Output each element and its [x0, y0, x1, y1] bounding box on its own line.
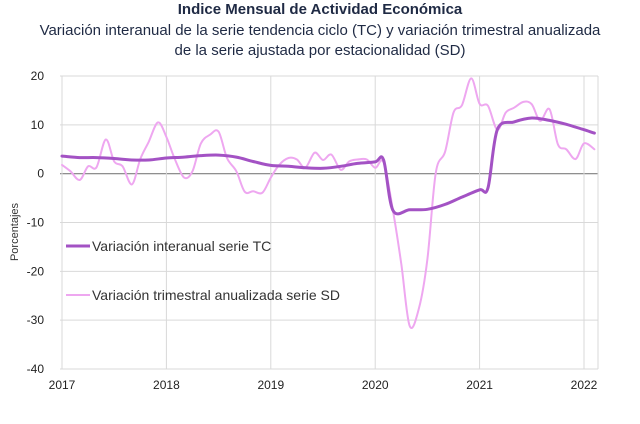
series-line-tc — [60, 116, 596, 216]
legend-label-tc: Variación interanual serie TC — [92, 238, 271, 254]
x-tick-labels: 2017 2018 2019 2020 2021 2022 — [49, 378, 598, 392]
y-tick-label: -20 — [27, 264, 45, 278]
legend: Variación interanual serie TC Variación … — [66, 238, 340, 303]
series-line-sd — [61, 77, 596, 329]
chart-subtitle: Variación interanual de la serie tendenc… — [0, 21, 640, 61]
series-layer — [60, 77, 596, 329]
y-axis-label: Porcentajes — [9, 202, 21, 261]
grid-layer — [60, 75, 599, 370]
x-tick-label: 2018 — [153, 378, 180, 392]
y-tick-labels: 20 10 0 -10 -20 -30 -40 — [27, 69, 45, 376]
subtitle-line-1: Variación interanual de la serie tendenc… — [39, 22, 601, 39]
x-tick-label: 2019 — [257, 378, 284, 392]
y-tick-label: 0 — [37, 167, 44, 181]
x-tick-label: 2022 — [571, 378, 598, 392]
legend-label-sd: Variación trimestral anualizada serie SD — [92, 287, 340, 303]
x-tick-label: 2020 — [362, 378, 389, 392]
y-tick-label: 10 — [31, 118, 45, 132]
y-tick-label: 20 — [31, 69, 45, 83]
chart-title: Indice Mensual de Actividad Económica — [177, 1, 463, 18]
y-tick-label: -30 — [27, 313, 45, 327]
x-tick-label: 2021 — [466, 378, 493, 392]
subtitle-line-2: de la serie ajustada por estacionalidad … — [174, 42, 466, 59]
y-tick-label: -10 — [27, 216, 45, 230]
y-tick-label: -40 — [27, 362, 45, 376]
x-tick-label: 2017 — [49, 378, 76, 392]
